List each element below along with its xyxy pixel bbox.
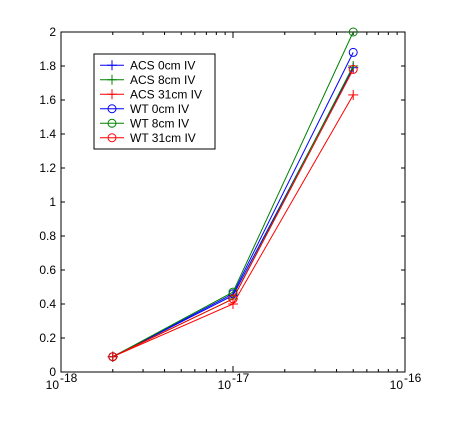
legend-entry: ACS 31cm IV	[100, 87, 202, 101]
x-tick-label-base: 10	[218, 378, 232, 392]
data-point	[107, 351, 118, 362]
legend-label: WT 31cm IV	[130, 131, 196, 145]
legend-swatch-marker	[107, 89, 117, 100]
x-tick-label: 10 -16	[390, 371, 422, 392]
legend-box	[93, 53, 216, 150]
x-tick-label-exponent: -18	[60, 371, 78, 385]
y-tick-label: 0.8	[39, 229, 56, 243]
legend-entry: ACS 0cm IV	[100, 58, 195, 72]
data-point	[228, 294, 238, 304]
y-tick-label: 0.6	[39, 263, 56, 277]
legend-entry: WT 31cm IV	[100, 131, 196, 145]
series-line	[112, 31, 354, 358]
data-point	[348, 27, 358, 37]
y-tick-label: 0.4	[39, 297, 56, 311]
legend-swatch-marker	[107, 118, 117, 128]
legend-label: ACS 31cm IV	[130, 87, 202, 101]
series-group	[107, 27, 359, 362]
x-tick-label: 10 -18	[46, 371, 78, 392]
data-point	[228, 299, 238, 309]
data-point	[348, 47, 358, 57]
legend-swatch-marker	[107, 133, 117, 143]
y-tick-label: 2	[49, 25, 56, 39]
series-line	[112, 69, 354, 358]
legend-label: ACS 0cm IV	[130, 58, 195, 72]
x-tick-label: 10 -17	[218, 371, 250, 392]
y-tick-label: 1.8	[39, 59, 56, 73]
data-point	[348, 89, 359, 100]
legend-swatch-marker	[107, 104, 117, 114]
legend-entry: WT 0cm IV	[100, 102, 189, 116]
data-point	[348, 64, 358, 74]
y-tick-label: 1.4	[39, 127, 56, 141]
legend-entry: WT 8cm IV	[100, 116, 189, 130]
x-tick-label-exponent: -17	[232, 371, 250, 385]
legend-label: WT 8cm IV	[130, 116, 189, 130]
series-wt-31cm-iv	[108, 64, 358, 362]
x-tick-label-base: 10	[46, 378, 60, 392]
y-tick-label: 0	[49, 365, 56, 379]
data-point	[108, 352, 118, 362]
legend-swatch-marker	[107, 74, 117, 85]
y-tick-label: 1	[49, 195, 56, 209]
legend-label: ACS 8cm IV	[130, 73, 195, 87]
y-tick-label: 1.6	[39, 93, 56, 107]
legend-entry: ACS 8cm IV	[100, 73, 195, 87]
data-point	[348, 61, 359, 71]
legend-label: WT 0cm IV	[130, 102, 189, 116]
x-tick-label-exponent: -16	[404, 371, 422, 385]
y-tick-label: 1.2	[39, 161, 56, 175]
legend-swatch-marker	[107, 60, 117, 71]
x-tick-label-base: 10	[390, 378, 404, 392]
series-acs-31cm-iv	[107, 89, 359, 362]
y-tick-label: 0.2	[39, 331, 56, 345]
